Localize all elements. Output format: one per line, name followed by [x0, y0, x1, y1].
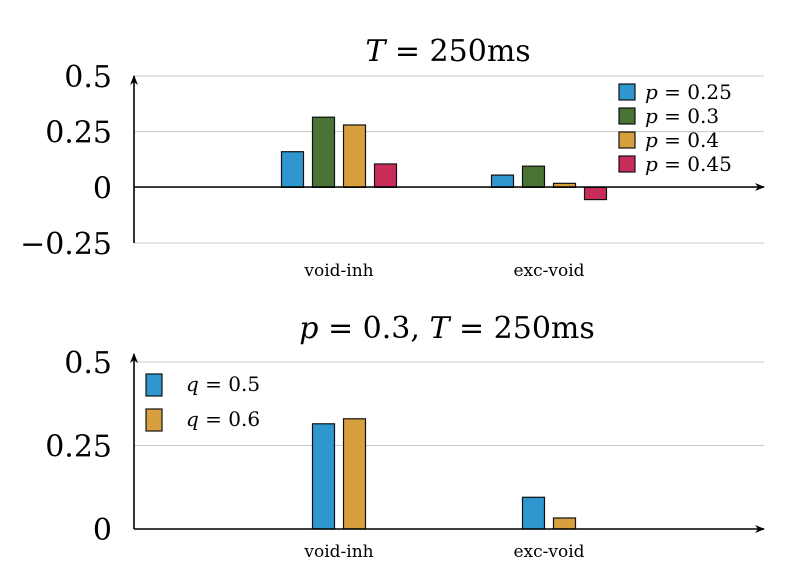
legend-label-p-0-25: p = 0.25 — [645, 80, 732, 104]
legend-var: p — [645, 80, 658, 104]
chart-1-x-tick-labels: void-inh exc-void — [303, 261, 584, 281]
chart-1-y-tick-labels: 0.5 0.25 0 −0.25 — [20, 60, 112, 262]
chart-2-title-rest-1: = 0.3, — [318, 311, 429, 346]
chart-1-x-tick-void-inh: void-inh — [303, 261, 373, 281]
chart-1-title: T = 250ms — [365, 34, 530, 69]
legend-swatch-p-0-4 — [618, 131, 636, 149]
chart-1-bars — [280, 116, 608, 201]
bar-void-inh-p-0-4 — [342, 124, 367, 188]
bar-exc-void-p-0-45 — [583, 186, 608, 201]
chart-2-legend: q = 0.5 q = 0.6 — [145, 372, 260, 432]
chart-2-x-tick-exc-void: exc-void — [513, 542, 584, 562]
chart-2-legend-item-1: q = 0.5 — [145, 372, 260, 397]
legend-var: p — [645, 104, 658, 128]
chart-2-y-tick-labels: 0.5 0.25 0 — [45, 346, 112, 548]
y-tick-label: 0.25 — [45, 116, 112, 151]
legend-var: p — [645, 152, 658, 176]
chart-1-legend-item-4: p = 0.45 — [618, 152, 732, 176]
bar-void-inh-q-0-5 — [311, 423, 336, 530]
legend-var: p — [645, 128, 658, 152]
chart-1-title-var: T — [365, 34, 387, 69]
legend-swatch-p-0-45 — [618, 155, 636, 173]
chart-2-legend-item-2: q = 0.6 — [145, 407, 260, 432]
bar-void-inh-q-0-6 — [342, 418, 367, 530]
y-tick-label: −0.25 — [20, 227, 112, 262]
legend-swatch-p-0-3 — [618, 107, 636, 125]
bar-void-inh-p-0-45 — [373, 163, 398, 188]
bar-exc-void-p-0-25 — [490, 174, 515, 188]
legend-label-p-0-45: p = 0.45 — [645, 152, 732, 176]
chart-2-title-var-2: T — [429, 311, 451, 346]
legend-swatch-q-0-5 — [145, 373, 163, 397]
bar-exc-void-q-0-5 — [521, 496, 546, 530]
chart-2: p = 0.3, T = 250ms 0.5 0.25 0 void-inh exc… — [45, 311, 765, 562]
chart-1-legend: p = 0.25 p = 0.3 p = 0.4 p = 0.45 — [618, 80, 732, 176]
legend-label-q-0-5: q = 0.5 — [186, 372, 260, 396]
chart-2-title-var-1: p — [299, 311, 318, 346]
legend-rest: = 0.3 — [658, 104, 719, 128]
legend-label-p-0-3: p = 0.3 — [645, 104, 719, 128]
legend-swatch-p-0-25 — [618, 83, 636, 101]
legend-var: q — [186, 372, 199, 396]
chart-1: T = 250ms 0.5 0.25 0 −0.25 void-inh exc-voi… — [20, 34, 765, 281]
chart-2-bars — [311, 418, 577, 530]
y-tick-label: 0 — [93, 171, 112, 206]
chart-1-title-rest: = 250ms — [385, 34, 530, 69]
bar-void-inh-p-0-25 — [280, 151, 305, 188]
chart-1-legend-item-3: p = 0.4 — [618, 128, 719, 152]
chart-1-legend-item-2: p = 0.3 — [618, 104, 719, 128]
legend-rest: = 0.25 — [658, 80, 732, 104]
chart-2-title-rest-2: = 250ms — [449, 311, 594, 346]
chart-1-legend-item-1: p = 0.25 — [618, 80, 732, 104]
bar-void-inh-p-0-3 — [311, 116, 336, 188]
legend-rest: = 0.4 — [658, 128, 719, 152]
legend-rest: = 0.6 — [199, 407, 260, 431]
bar-exc-void-p-0-3 — [521, 165, 546, 188]
chart-2-x-tick-void-inh: void-inh — [303, 542, 373, 562]
legend-swatch-q-0-6 — [145, 408, 163, 432]
y-tick-label: 0.5 — [64, 346, 112, 381]
legend-rest: = 0.45 — [658, 152, 732, 176]
bar-exc-void-q-0-6 — [552, 517, 577, 530]
y-tick-label: 0.5 — [64, 60, 112, 95]
legend-var: q — [186, 407, 199, 431]
y-tick-label: 0.25 — [45, 430, 112, 465]
y-tick-label: 0 — [93, 513, 112, 548]
legend-label-q-0-6: q = 0.6 — [186, 407, 260, 431]
chart-2-title: p = 0.3, T = 250ms — [299, 311, 595, 346]
legend-rest: = 0.5 — [199, 372, 260, 396]
chart-2-gridlines — [134, 361, 764, 446]
legend-label-p-0-4: p = 0.4 — [645, 128, 719, 152]
chart-1-x-tick-exc-void: exc-void — [513, 261, 584, 281]
chart-2-x-tick-labels: void-inh exc-void — [303, 542, 584, 562]
